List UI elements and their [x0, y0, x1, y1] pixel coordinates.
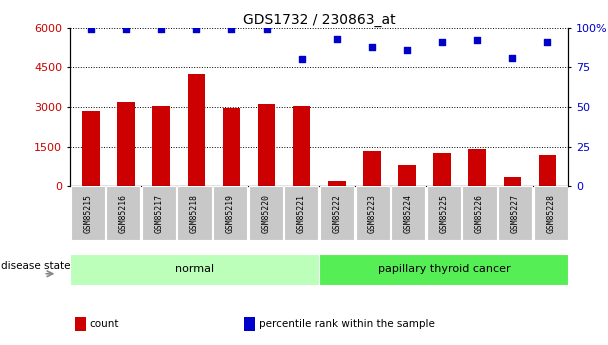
Bar	[534, 186, 568, 240]
Text: normal: normal	[175, 264, 214, 274]
Text: GSM85222: GSM85222	[333, 194, 342, 233]
Bar	[223, 108, 240, 186]
Point	[437, 39, 447, 45]
Text: GSM85225: GSM85225	[440, 194, 448, 233]
Point	[472, 38, 482, 43]
Bar	[71, 186, 105, 240]
Bar	[319, 254, 568, 285]
Point	[192, 27, 201, 32]
Bar	[285, 186, 319, 240]
Text: GSM85217: GSM85217	[154, 194, 164, 233]
Text: GSM85218: GSM85218	[190, 194, 199, 233]
Bar	[213, 186, 247, 240]
Title: GDS1732 / 230863_at: GDS1732 / 230863_at	[243, 12, 396, 27]
Text: GSM85215: GSM85215	[83, 194, 92, 233]
Bar	[70, 254, 319, 285]
Text: GSM85228: GSM85228	[546, 194, 555, 233]
Bar	[468, 149, 486, 186]
Text: count: count	[90, 319, 119, 329]
Bar	[427, 186, 461, 240]
Point	[332, 36, 342, 41]
Bar	[462, 186, 497, 240]
Text: GSM85219: GSM85219	[226, 194, 235, 233]
Point	[227, 27, 237, 32]
Point	[367, 44, 377, 49]
Text: GSM85227: GSM85227	[511, 194, 520, 233]
Bar	[244, 317, 255, 331]
Bar	[363, 150, 381, 186]
Bar	[75, 317, 86, 331]
Bar	[142, 186, 176, 240]
Bar	[258, 104, 275, 186]
Point	[86, 27, 96, 32]
Bar	[398, 165, 416, 186]
Text: GSM85223: GSM85223	[368, 194, 377, 233]
Bar	[356, 186, 390, 240]
Point	[121, 27, 131, 32]
Bar	[503, 177, 521, 186]
Text: GSM85224: GSM85224	[404, 194, 413, 233]
Bar	[328, 181, 345, 186]
Bar	[539, 155, 556, 186]
Bar	[153, 106, 170, 186]
Text: GSM85220: GSM85220	[261, 194, 271, 233]
Text: GSM85221: GSM85221	[297, 194, 306, 233]
Text: GSM85226: GSM85226	[475, 194, 484, 233]
Point	[508, 55, 517, 60]
Bar	[106, 186, 140, 240]
Bar	[178, 186, 212, 240]
Bar	[249, 186, 283, 240]
Point	[297, 57, 306, 62]
Point	[261, 27, 271, 32]
Bar	[498, 186, 532, 240]
Text: GSM85216: GSM85216	[119, 194, 128, 233]
Text: papillary thyroid cancer: papillary thyroid cancer	[378, 264, 510, 274]
Bar	[320, 186, 354, 240]
Point	[542, 39, 552, 45]
Point	[156, 27, 166, 32]
Bar	[293, 106, 311, 186]
Bar	[82, 111, 100, 186]
Bar	[434, 153, 451, 186]
Text: disease state: disease state	[1, 261, 71, 271]
Bar	[391, 186, 426, 240]
Text: percentile rank within the sample: percentile rank within the sample	[260, 319, 435, 329]
Point	[402, 47, 412, 52]
Bar	[187, 74, 205, 186]
Bar	[117, 102, 135, 186]
